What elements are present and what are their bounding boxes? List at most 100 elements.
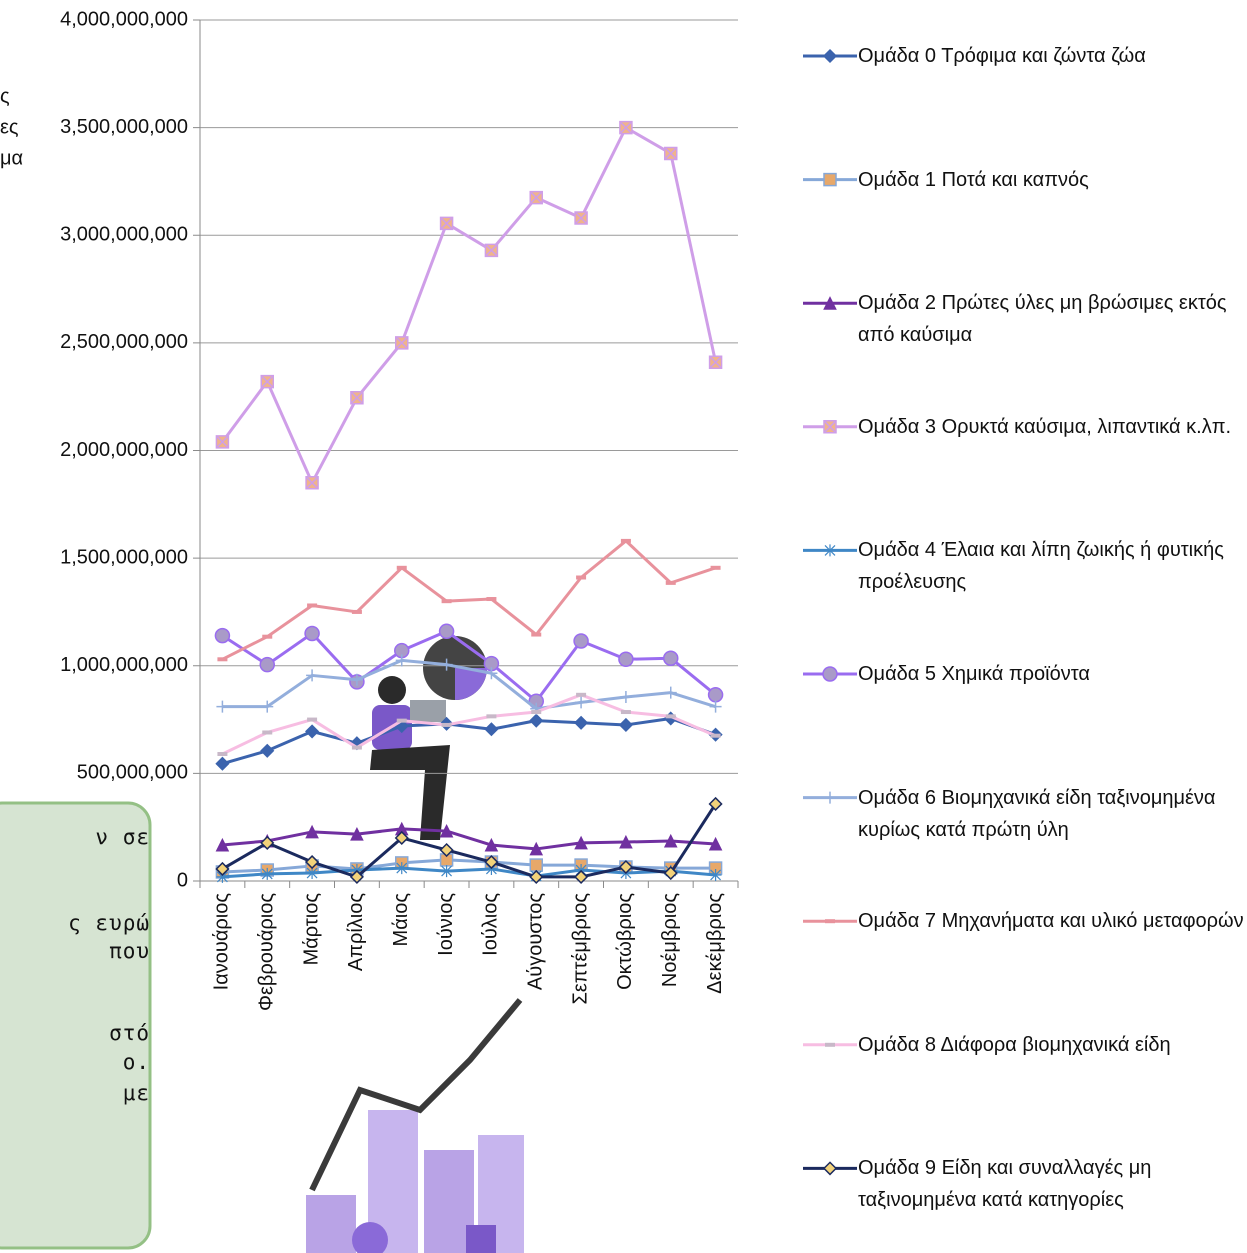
marker bbox=[304, 625, 320, 642]
marker bbox=[306, 867, 319, 880]
marker bbox=[484, 854, 499, 870]
marker bbox=[349, 869, 364, 884]
marker bbox=[260, 374, 274, 389]
series bbox=[216, 862, 722, 883]
marker bbox=[440, 658, 453, 671]
marker bbox=[214, 627, 231, 644]
marker bbox=[395, 862, 408, 875]
x-tick-label: Μάιος bbox=[390, 893, 412, 947]
legend-swatches bbox=[803, 48, 857, 1176]
marker bbox=[305, 476, 319, 490]
legend-label: Ομάδα 9 Είδη και συναλλαγές μη ταξινομημ… bbox=[858, 1157, 1152, 1212]
laptop bbox=[410, 700, 446, 722]
marker bbox=[305, 724, 320, 739]
marker bbox=[708, 796, 723, 812]
marker bbox=[350, 826, 364, 841]
series bbox=[216, 654, 722, 715]
marker bbox=[619, 120, 633, 135]
series-line bbox=[221, 539, 717, 661]
series-line bbox=[221, 693, 717, 756]
series bbox=[217, 692, 721, 757]
side-note-text: ν σε bbox=[95, 825, 150, 849]
marker bbox=[215, 756, 230, 771]
marker bbox=[574, 715, 589, 730]
series bbox=[215, 821, 723, 856]
y-tick-label: 2,500,000,000 bbox=[60, 331, 188, 353]
x-tick-label: Σεπτέμβριος bbox=[569, 893, 591, 1005]
marker bbox=[484, 837, 499, 852]
marker bbox=[529, 713, 544, 728]
figure-head bbox=[378, 676, 406, 704]
series-line bbox=[222, 658, 717, 711]
bar-shape bbox=[306, 1195, 356, 1253]
side-note-text: ς ευρώ bbox=[68, 911, 150, 935]
legend-label: Ομάδα 6 Βιομηχανικά είδη ταξινομημένα κυ… bbox=[858, 786, 1216, 841]
marker bbox=[618, 717, 633, 733]
marker bbox=[215, 861, 230, 877]
marker bbox=[305, 854, 320, 870]
legend-marker bbox=[824, 544, 836, 557]
marker bbox=[350, 391, 364, 405]
x-tick-label: Ιανουάριος bbox=[211, 893, 233, 991]
x-tick-label: Δεκέμβριος bbox=[704, 893, 726, 994]
marker bbox=[305, 824, 319, 839]
marker bbox=[708, 355, 723, 369]
marker bbox=[664, 146, 678, 161]
side-note-text: στό bbox=[109, 1021, 150, 1045]
illustration bbox=[306, 636, 524, 1253]
x-tick-label: Μάρτιος bbox=[300, 893, 322, 966]
marker bbox=[618, 651, 634, 668]
marker bbox=[260, 835, 275, 850]
series-line bbox=[221, 803, 717, 879]
marker bbox=[529, 858, 543, 872]
y-axis-title: μα bbox=[0, 147, 23, 169]
marker bbox=[709, 868, 722, 881]
marker bbox=[440, 865, 453, 878]
y-tick-label: 1,500,000,000 bbox=[60, 546, 188, 568]
bar-shape bbox=[424, 1150, 474, 1253]
marker bbox=[216, 700, 229, 713]
figure-legs bbox=[370, 745, 450, 840]
marker bbox=[574, 869, 589, 884]
marker bbox=[574, 211, 588, 225]
marker bbox=[215, 435, 230, 449]
series bbox=[214, 623, 724, 710]
y-tick-label: 2,000,000,000 bbox=[60, 439, 188, 461]
pie-slice bbox=[455, 668, 487, 700]
marker bbox=[663, 833, 678, 848]
y-tick-label: 500,000,000 bbox=[77, 762, 188, 784]
legend-label: Ομάδα 1 Ποτά και καπνός bbox=[858, 168, 1089, 191]
series bbox=[215, 120, 723, 490]
marker bbox=[573, 633, 589, 649]
legend-label: Ομάδα 3 Ορυκτά καύσιμα, λιπαντικά κ.λπ. bbox=[858, 415, 1232, 438]
marker bbox=[709, 700, 722, 713]
marker bbox=[529, 190, 543, 205]
legend-marker bbox=[823, 172, 837, 187]
marker bbox=[619, 690, 632, 703]
x-tick-label: Ιούλιος bbox=[480, 893, 502, 956]
marker bbox=[216, 870, 229, 883]
marker bbox=[529, 869, 544, 884]
marker bbox=[395, 654, 408, 667]
legend-marker bbox=[823, 420, 837, 434]
side-note-box bbox=[0, 801, 152, 1250]
x-tick-label: Ιούνιος bbox=[435, 893, 457, 956]
y-tick-label: 4,000,000,000 bbox=[60, 8, 188, 30]
legend-label: Ομάδα 7 Μηχανήματα και υλικό μεταφορών bbox=[858, 910, 1244, 933]
marker bbox=[484, 722, 499, 737]
marker bbox=[619, 834, 633, 849]
marker bbox=[484, 243, 499, 258]
marker bbox=[529, 841, 544, 856]
side-note-text: ο. bbox=[123, 1050, 150, 1074]
marker bbox=[306, 669, 319, 682]
side-note-text: που bbox=[109, 939, 150, 963]
legend-marker bbox=[823, 296, 837, 310]
series-line bbox=[222, 716, 717, 766]
series-line bbox=[221, 126, 718, 485]
legend-label: Ομάδα 5 Χημικά προϊόντα bbox=[858, 663, 1090, 685]
marker bbox=[663, 865, 678, 881]
legend-marker bbox=[822, 666, 838, 682]
y-axis-title: ες bbox=[0, 116, 19, 138]
coin bbox=[352, 1222, 388, 1253]
